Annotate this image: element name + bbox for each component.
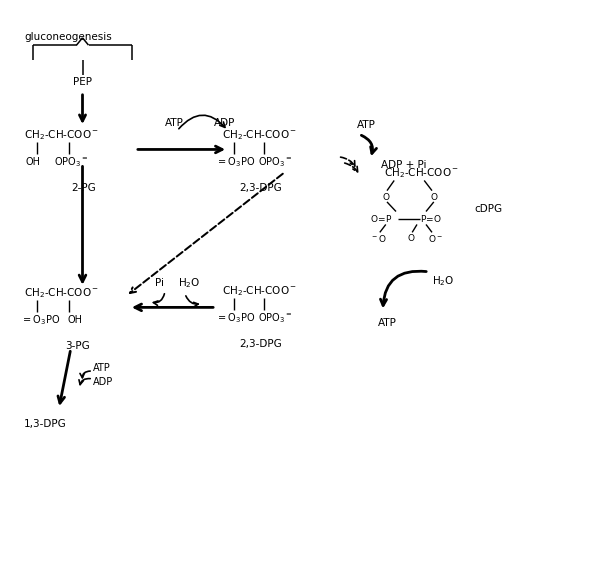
Text: $^-$O: $^-$O <box>370 232 387 244</box>
Text: CH$_2$-CH-COO$^-$: CH$_2$-CH-COO$^-$ <box>24 129 99 142</box>
Text: O: O <box>382 193 389 202</box>
Text: O: O <box>430 193 437 202</box>
Text: ATP: ATP <box>164 118 184 128</box>
Text: OPO$_3$$^=$: OPO$_3$$^=$ <box>258 155 292 169</box>
Text: OH: OH <box>67 315 82 325</box>
Text: P$\!=\!$O: P$\!=\!$O <box>420 213 442 224</box>
Text: ATP: ATP <box>378 318 397 328</box>
Text: 1,3-DPG: 1,3-DPG <box>24 419 67 429</box>
Text: CH$_2$-CH-COO$^-$: CH$_2$-CH-COO$^-$ <box>24 287 99 300</box>
Text: 2,3-DPG: 2,3-DPG <box>239 183 283 193</box>
Text: PEP: PEP <box>73 77 92 87</box>
Text: $=$O$_3$PO: $=$O$_3$PO <box>216 155 256 169</box>
Text: ADP: ADP <box>93 377 113 387</box>
Text: OPO$_3$$^=$: OPO$_3$$^=$ <box>54 155 88 169</box>
Text: OPO$_3$$^=$: OPO$_3$$^=$ <box>258 311 292 325</box>
Text: H$_2$O: H$_2$O <box>178 276 200 290</box>
Text: ADP: ADP <box>214 118 236 128</box>
Text: cDPG: cDPG <box>474 204 502 214</box>
Text: 2-PG: 2-PG <box>71 183 97 193</box>
Text: CH$_2$-CH-COO$^-$: CH$_2$-CH-COO$^-$ <box>222 285 297 298</box>
Text: 3-PG: 3-PG <box>65 341 91 351</box>
Text: $=$O$_3$PO: $=$O$_3$PO <box>21 313 61 327</box>
Text: $=$O$_3$PO: $=$O$_3$PO <box>216 311 256 325</box>
Text: ATP: ATP <box>93 363 111 373</box>
Text: 2,3-DPG: 2,3-DPG <box>239 339 283 349</box>
Text: Pi: Pi <box>155 278 163 288</box>
Text: CH$_2$-CH-COO$^-$: CH$_2$-CH-COO$^-$ <box>384 166 459 180</box>
Text: CH$_2$-CH-COO$^-$: CH$_2$-CH-COO$^-$ <box>222 129 297 142</box>
Text: O: O <box>407 233 415 243</box>
Text: O$\!=\!$P: O$\!=\!$P <box>370 213 392 224</box>
Text: ATP: ATP <box>357 120 376 130</box>
Text: O$^-$: O$^-$ <box>428 232 443 244</box>
Text: ADP + Pi: ADP + Pi <box>381 160 427 170</box>
Text: gluconeogenesis: gluconeogenesis <box>24 32 112 42</box>
Text: H$_2$O: H$_2$O <box>432 274 454 288</box>
Text: OH: OH <box>25 157 40 167</box>
